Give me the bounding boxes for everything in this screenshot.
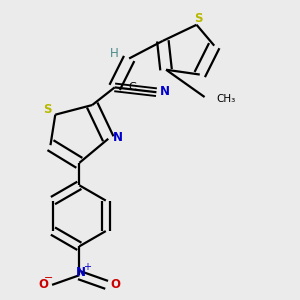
Text: N: N [113, 131, 123, 144]
Text: N: N [76, 266, 86, 279]
Text: S: S [194, 13, 203, 26]
Text: CH₃: CH₃ [217, 94, 236, 103]
Text: N: N [159, 85, 170, 98]
Text: O: O [111, 278, 121, 291]
Text: +: + [83, 262, 92, 272]
Text: H: H [110, 47, 119, 60]
Text: C: C [128, 82, 136, 92]
Text: S: S [43, 103, 52, 116]
Text: −: − [44, 273, 53, 283]
Text: O: O [38, 278, 48, 291]
